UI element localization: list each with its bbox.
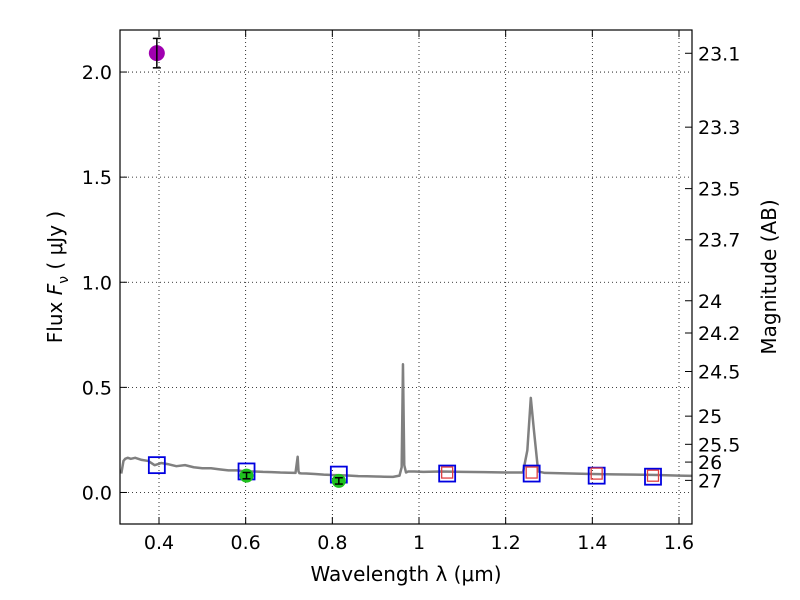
y2-tick-label: 24 xyxy=(698,291,722,313)
x-tick-label: 1.2 xyxy=(491,532,521,554)
y2-tick-label: 23.5 xyxy=(698,179,740,201)
axes: 0.4 0.6 0.8 1 1.2 1.4 1.6 0.0 0.5 1.0 1.5 2.0 23.1 23… xyxy=(82,30,740,554)
model-band-square xyxy=(438,464,457,483)
y-tick-label: 2.0 xyxy=(82,62,112,84)
x-axis-label: Wavelength λ (μm) xyxy=(310,562,501,586)
grid xyxy=(120,30,692,524)
y2-tick-label: 23.7 xyxy=(698,230,740,252)
y-axis-label: Flux Fν ( μJy ) xyxy=(43,211,72,343)
y-tick-label: 0.0 xyxy=(82,482,112,504)
x-tick-label: 1.4 xyxy=(577,532,607,554)
y-tick-label: 1.0 xyxy=(82,272,112,294)
y2-tick-label: 23.3 xyxy=(698,117,740,139)
y2-tick-label: 24.2 xyxy=(698,323,740,345)
band-flux-square xyxy=(441,466,454,479)
band-flux-square xyxy=(590,467,603,480)
plot-area xyxy=(120,37,693,488)
y2-tick-label: 23.1 xyxy=(698,43,740,65)
y2-tick-label: 24.5 xyxy=(698,362,740,384)
y-tick-label: 0.5 xyxy=(82,377,112,399)
x-tick-label: 1 xyxy=(413,532,425,554)
model-sed-line xyxy=(120,362,693,479)
x-tick-label: 1.6 xyxy=(664,532,694,554)
plot-frame xyxy=(119,29,693,525)
band-flux-square xyxy=(646,469,660,482)
y2-axis-label: Magnitude (AB) xyxy=(757,199,781,354)
model-band-square xyxy=(147,456,166,475)
y2-tick-label: 27 xyxy=(698,470,722,492)
y2-tick-label: 26 xyxy=(698,452,722,474)
model-band-square xyxy=(644,467,662,486)
y-tick-label: 1.5 xyxy=(82,167,112,189)
model-band-square xyxy=(522,464,541,483)
x-tick-label: 0.4 xyxy=(144,532,174,554)
band-flux-square xyxy=(525,466,538,479)
y2-tick-label: 25 xyxy=(698,406,722,428)
y2-tick-label: 25.5 xyxy=(698,434,740,456)
x-tick-label: 0.8 xyxy=(317,532,347,554)
x-tick-label: 0.6 xyxy=(231,532,261,554)
